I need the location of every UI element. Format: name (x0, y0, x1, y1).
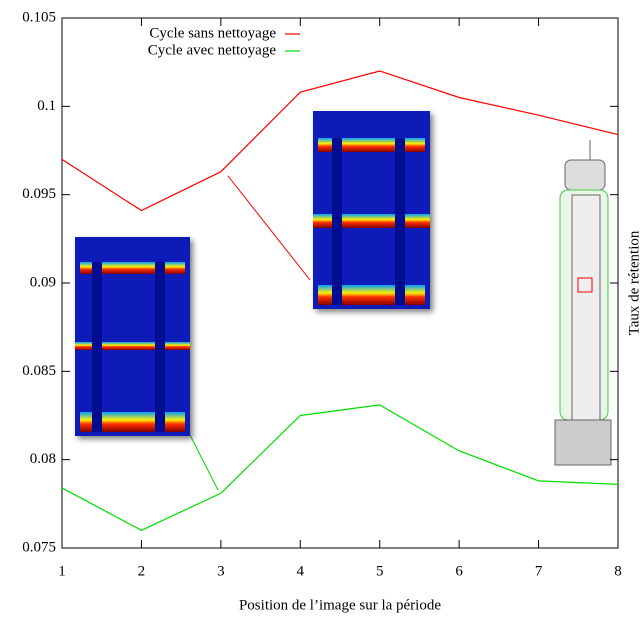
inset-image (313, 111, 430, 309)
inset-pointer (189, 434, 219, 491)
y-axis-label: Taux de rétention (626, 230, 642, 335)
y-tick-label: 0.095 (22, 186, 56, 202)
x-tick-label: 7 (535, 563, 543, 579)
legend-label: Cycle sans nettoyage (149, 25, 276, 41)
inset-pointer (227, 175, 311, 281)
x-axis-label: Position de l’image sur la période (239, 597, 441, 613)
series-line (61, 404, 619, 532)
y-tick-label: 0.1 (37, 98, 56, 114)
series-line (61, 70, 619, 212)
y-tick-label: 0.08 (30, 451, 56, 467)
device-drawing (554, 140, 612, 466)
x-tick-label: 3 (217, 563, 225, 579)
x-tick-label: 2 (138, 563, 146, 579)
y-tick-label: 0.105 (22, 9, 56, 25)
x-tick-label: 8 (614, 563, 622, 579)
y-tick-label: 0.09 (30, 274, 56, 290)
x-tick-label: 5 (376, 563, 384, 579)
x-tick-label: 4 (297, 563, 305, 579)
y-tick-label: 0.075 (22, 539, 56, 555)
x-tick-label: 1 (58, 563, 66, 579)
x-tick-label: 6 (455, 563, 463, 579)
legend-label: Cycle avec nettoyage (148, 42, 277, 58)
inset-image (75, 237, 190, 436)
y-tick-label: 0.085 (22, 363, 56, 379)
